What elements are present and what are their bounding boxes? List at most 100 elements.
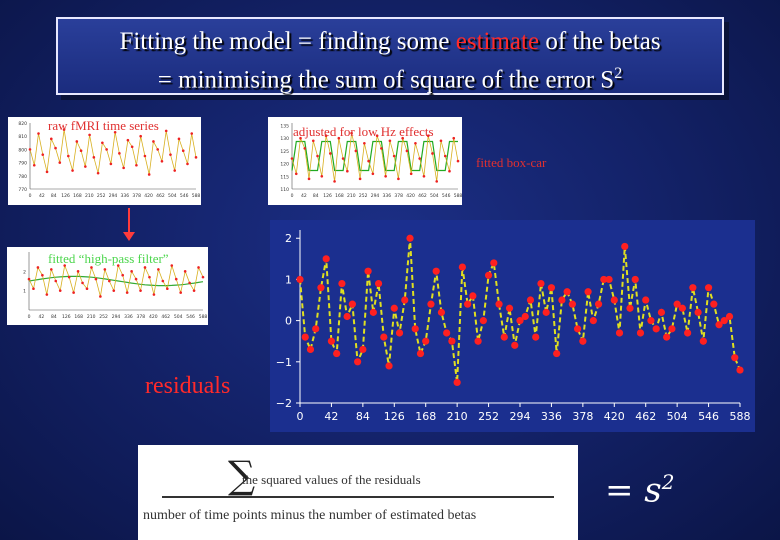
raw-series-chart: 770 780 790 800 810 820 0 42 84 126 168 210 252 294 33… bbox=[18, 121, 200, 199]
residual-point bbox=[704, 284, 713, 292]
data-point bbox=[148, 275, 151, 279]
data-point bbox=[118, 152, 121, 155]
data-point bbox=[37, 132, 40, 135]
data-point bbox=[422, 175, 426, 178]
data-point bbox=[103, 268, 107, 271]
residual-point bbox=[333, 349, 341, 358]
data-point bbox=[45, 293, 49, 296]
x-tick-label: 546 bbox=[186, 314, 195, 320]
data-point bbox=[161, 279, 165, 283]
residual-point bbox=[401, 296, 409, 304]
x-tick-label: 588 bbox=[730, 410, 751, 423]
residual-point bbox=[443, 329, 451, 337]
data-point bbox=[192, 289, 196, 292]
data-point bbox=[121, 273, 124, 277]
x-tick-label: 462 bbox=[161, 314, 170, 320]
slide-title: Fitting the model = finding some estimat… bbox=[56, 17, 724, 95]
fit-line bbox=[291, 140, 458, 172]
data-point bbox=[58, 161, 62, 164]
data-point bbox=[456, 159, 460, 163]
data-point bbox=[320, 175, 324, 178]
series-line bbox=[28, 264, 204, 297]
raw-series-label: raw fMRI time series bbox=[48, 118, 159, 133]
data-point bbox=[435, 180, 439, 183]
title-highlight: estimate bbox=[455, 28, 540, 55]
data-point bbox=[50, 268, 53, 271]
data-point bbox=[397, 177, 400, 181]
data-point bbox=[92, 156, 96, 159]
residual-point bbox=[631, 275, 639, 284]
residual-point bbox=[448, 337, 456, 345]
data-point bbox=[307, 177, 311, 181]
y-tick-label: 770 bbox=[18, 187, 27, 193]
data-point bbox=[101, 141, 104, 145]
x-tick-label: 420 bbox=[144, 193, 153, 199]
residual-point bbox=[594, 300, 603, 308]
x-tick-label: 588 bbox=[199, 314, 208, 320]
data-point bbox=[147, 173, 151, 176]
y-tick-label: 0 bbox=[285, 315, 292, 328]
residual-point bbox=[537, 279, 545, 288]
residual-point bbox=[605, 275, 613, 284]
x-tick-label: 336 bbox=[383, 193, 392, 199]
x-tick-label: 42 bbox=[39, 314, 45, 320]
residual-point bbox=[579, 337, 587, 345]
x-tick-label: 84 bbox=[313, 193, 319, 199]
y-tick-label: 2 bbox=[23, 269, 26, 275]
data-point bbox=[174, 277, 178, 281]
data-point bbox=[303, 147, 307, 150]
arrow-head-icon bbox=[123, 232, 135, 241]
x-tick-label: 546 bbox=[180, 193, 189, 199]
data-point bbox=[58, 289, 62, 292]
residual-point bbox=[642, 296, 650, 304]
residual-point bbox=[652, 325, 660, 333]
x-tick-label: 546 bbox=[698, 410, 719, 423]
x-tick-label: 126 bbox=[62, 314, 71, 320]
x-tick-label: 462 bbox=[418, 193, 427, 199]
data-point bbox=[160, 159, 164, 163]
x-tick-label: 420 bbox=[406, 193, 415, 199]
x-tick-label: 462 bbox=[156, 193, 165, 199]
residual-point bbox=[589, 317, 597, 325]
adjusted-series-panel: 110 115 120 125 130 135 0 42 84 126 168 210 252 294 33… bbox=[268, 117, 462, 205]
residual-point bbox=[516, 317, 524, 325]
data-point bbox=[173, 169, 177, 172]
residual-point bbox=[532, 333, 540, 341]
data-point bbox=[41, 273, 44, 277]
formula-result: = s2 bbox=[605, 470, 675, 511]
data-point bbox=[41, 153, 45, 156]
residual-point bbox=[600, 275, 608, 284]
residual-point bbox=[526, 296, 535, 304]
data-point bbox=[188, 281, 191, 285]
data-point bbox=[81, 281, 84, 285]
data-point bbox=[169, 153, 172, 156]
data-point bbox=[414, 142, 417, 145]
highpass-label: fitted “high-pass filter” bbox=[48, 251, 169, 266]
data-point bbox=[452, 136, 456, 140]
data-point bbox=[443, 154, 447, 158]
adjusted-series-label: adjusted for low Hz effects bbox=[293, 124, 434, 139]
residual-point bbox=[610, 296, 618, 304]
data-point bbox=[32, 163, 36, 167]
data-point bbox=[71, 169, 74, 172]
residual-line bbox=[299, 238, 741, 383]
highpass-chart: 1 2 0 42 84 126 168 210 252 294 336 378 420 462 504 546… bbox=[23, 252, 208, 320]
data-point bbox=[201, 275, 205, 279]
x-tick-label: 294 bbox=[371, 193, 380, 199]
residual-point bbox=[479, 317, 487, 325]
x-tick-label: 504 bbox=[667, 410, 688, 423]
residuals-label: residuals bbox=[145, 373, 231, 399]
data-point bbox=[388, 139, 392, 143]
x-tick-label: 252 bbox=[359, 193, 368, 199]
data-point bbox=[84, 165, 87, 168]
data-point bbox=[409, 172, 413, 176]
x-tick-label: 546 bbox=[442, 193, 451, 199]
data-point bbox=[125, 291, 129, 294]
x-tick-label: 588 bbox=[454, 193, 462, 199]
residual-point bbox=[354, 358, 362, 366]
data-point bbox=[363, 142, 366, 145]
x-tick-label: 294 bbox=[109, 193, 118, 199]
data-point bbox=[299, 136, 302, 140]
residuals-panel: 2 1 0 −1 −2 0 42 84 126 168 210 252 294 336 378 420 462 5… bbox=[270, 220, 755, 432]
residual-point bbox=[322, 255, 330, 263]
